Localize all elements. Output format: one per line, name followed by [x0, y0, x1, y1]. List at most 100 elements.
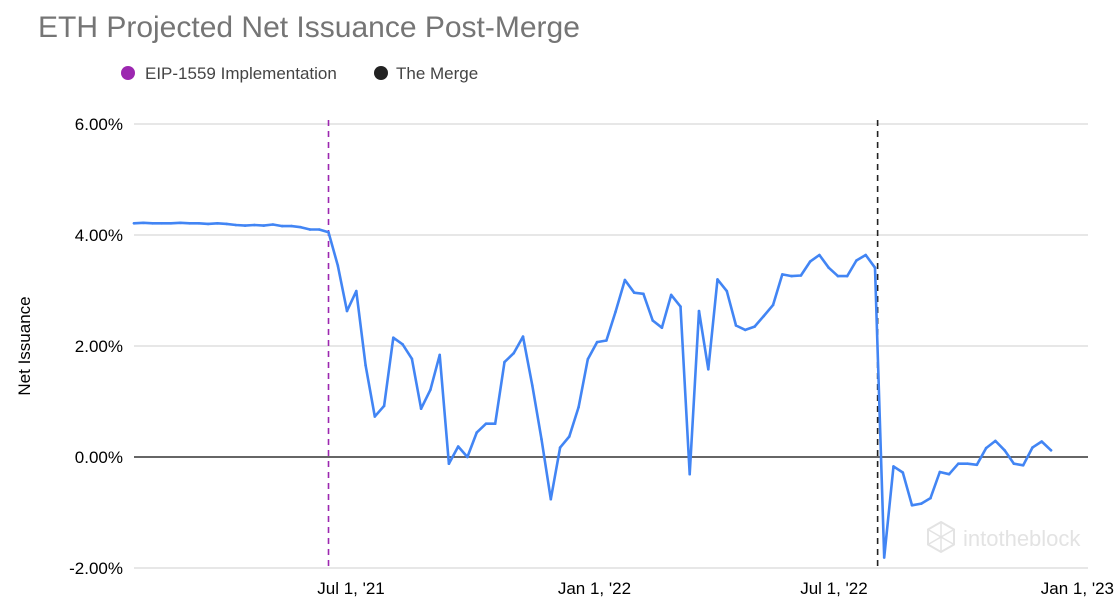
data-point [679, 305, 682, 308]
data-point [920, 502, 923, 505]
data-point [697, 309, 701, 313]
data-point [605, 339, 608, 342]
x-tick-label: Jul 1, '22 [800, 579, 868, 598]
data-point [280, 224, 284, 228]
data-point [271, 223, 275, 226]
data-point [734, 324, 738, 327]
data-point [188, 222, 191, 225]
data-point [669, 293, 673, 297]
chart-title: ETH Projected Net Issuance Post-Merge [38, 11, 580, 44]
intotheblock-logo-icon [927, 520, 955, 554]
data-point [716, 278, 719, 281]
data-point [540, 437, 543, 441]
y-tick-label: 6.00% [75, 115, 123, 134]
data-point [531, 384, 534, 387]
y-tick-label: 2.00% [75, 337, 123, 356]
data-point [179, 221, 182, 225]
data-point [614, 310, 617, 313]
data-point [892, 465, 895, 468]
data-point [345, 309, 349, 313]
data-point [558, 446, 562, 449]
data-point [901, 471, 905, 474]
data-point [549, 497, 553, 501]
data-point [725, 289, 729, 293]
data-point [206, 222, 210, 226]
data-point [438, 353, 442, 357]
data-point [947, 472, 951, 476]
data-point [1031, 446, 1034, 449]
data-point [1012, 462, 1016, 466]
legend-label-eip1559: EIP-1559 Implementation [145, 64, 337, 83]
data-point [429, 388, 432, 392]
legend-marker-the-merge [374, 66, 388, 80]
data-point [419, 407, 423, 411]
data-point [299, 225, 303, 229]
legend-marker-eip1559 [121, 66, 135, 80]
data-point [234, 223, 238, 227]
data-point [929, 496, 932, 500]
y-axis-ticks: -2.00% 0.00% 2.00% 4.00% 6.00% [69, 115, 123, 578]
data-point [873, 266, 877, 270]
data-point [660, 326, 664, 330]
data-point [910, 504, 914, 507]
y-axis-title: Net Issuance [15, 296, 34, 395]
data-point [651, 319, 654, 322]
data-point [169, 222, 173, 225]
data-point [475, 431, 479, 434]
data-point [1049, 449, 1053, 452]
gridlines [134, 123, 1088, 569]
x-axis-ticks: Jul 1, '21 Jan 1, '22 Jul 1, '22 Jan 1, '23 [317, 579, 1114, 598]
data-point [392, 336, 395, 340]
data-point [827, 266, 830, 270]
data-point [938, 470, 942, 474]
data-point [493, 422, 497, 426]
legend-label-the-merge: The Merge [396, 64, 478, 83]
data-point [799, 274, 803, 277]
y-tick-label: 0.00% [75, 448, 123, 467]
watermark: intotheblock [927, 520, 1081, 554]
data-point [373, 415, 377, 418]
y-tick-label: -2.00% [69, 559, 123, 578]
data-point [160, 222, 164, 225]
data-point [484, 422, 488, 426]
data-point [197, 222, 201, 225]
data-point [512, 351, 515, 355]
data-point [845, 274, 849, 278]
data-point [503, 360, 506, 364]
data-point [1021, 464, 1025, 467]
data-point [818, 253, 821, 257]
data-point [327, 230, 330, 234]
data-point [790, 274, 793, 278]
data-point [586, 358, 590, 361]
data-point [290, 224, 293, 228]
data-point [253, 223, 256, 227]
data-point [781, 273, 784, 276]
data-point [688, 472, 691, 476]
data-point [882, 556, 886, 559]
data-point [707, 368, 710, 371]
data-point [1003, 449, 1006, 452]
data-point [855, 259, 858, 262]
data-point [336, 264, 340, 267]
data-point [623, 278, 627, 282]
event-lines [327, 120, 879, 568]
legend-item-eip1559[interactable]: EIP-1559 Implementation [121, 64, 337, 83]
legend-item-the-merge[interactable]: The Merge [374, 64, 478, 83]
data-point [317, 228, 321, 231]
data-point [355, 289, 358, 293]
data-point [642, 292, 645, 296]
data-point [447, 462, 451, 466]
data-point [753, 325, 756, 328]
x-tick-label: Jan 1, '22 [558, 579, 631, 598]
data-point [401, 343, 404, 346]
data-point [521, 335, 525, 338]
data-point [410, 357, 414, 361]
data-point [466, 455, 469, 459]
data-point [762, 314, 766, 318]
data-point [142, 221, 145, 225]
data-point [225, 222, 228, 226]
data-point [595, 340, 599, 344]
watermark-text: intotheblock [963, 526, 1081, 551]
